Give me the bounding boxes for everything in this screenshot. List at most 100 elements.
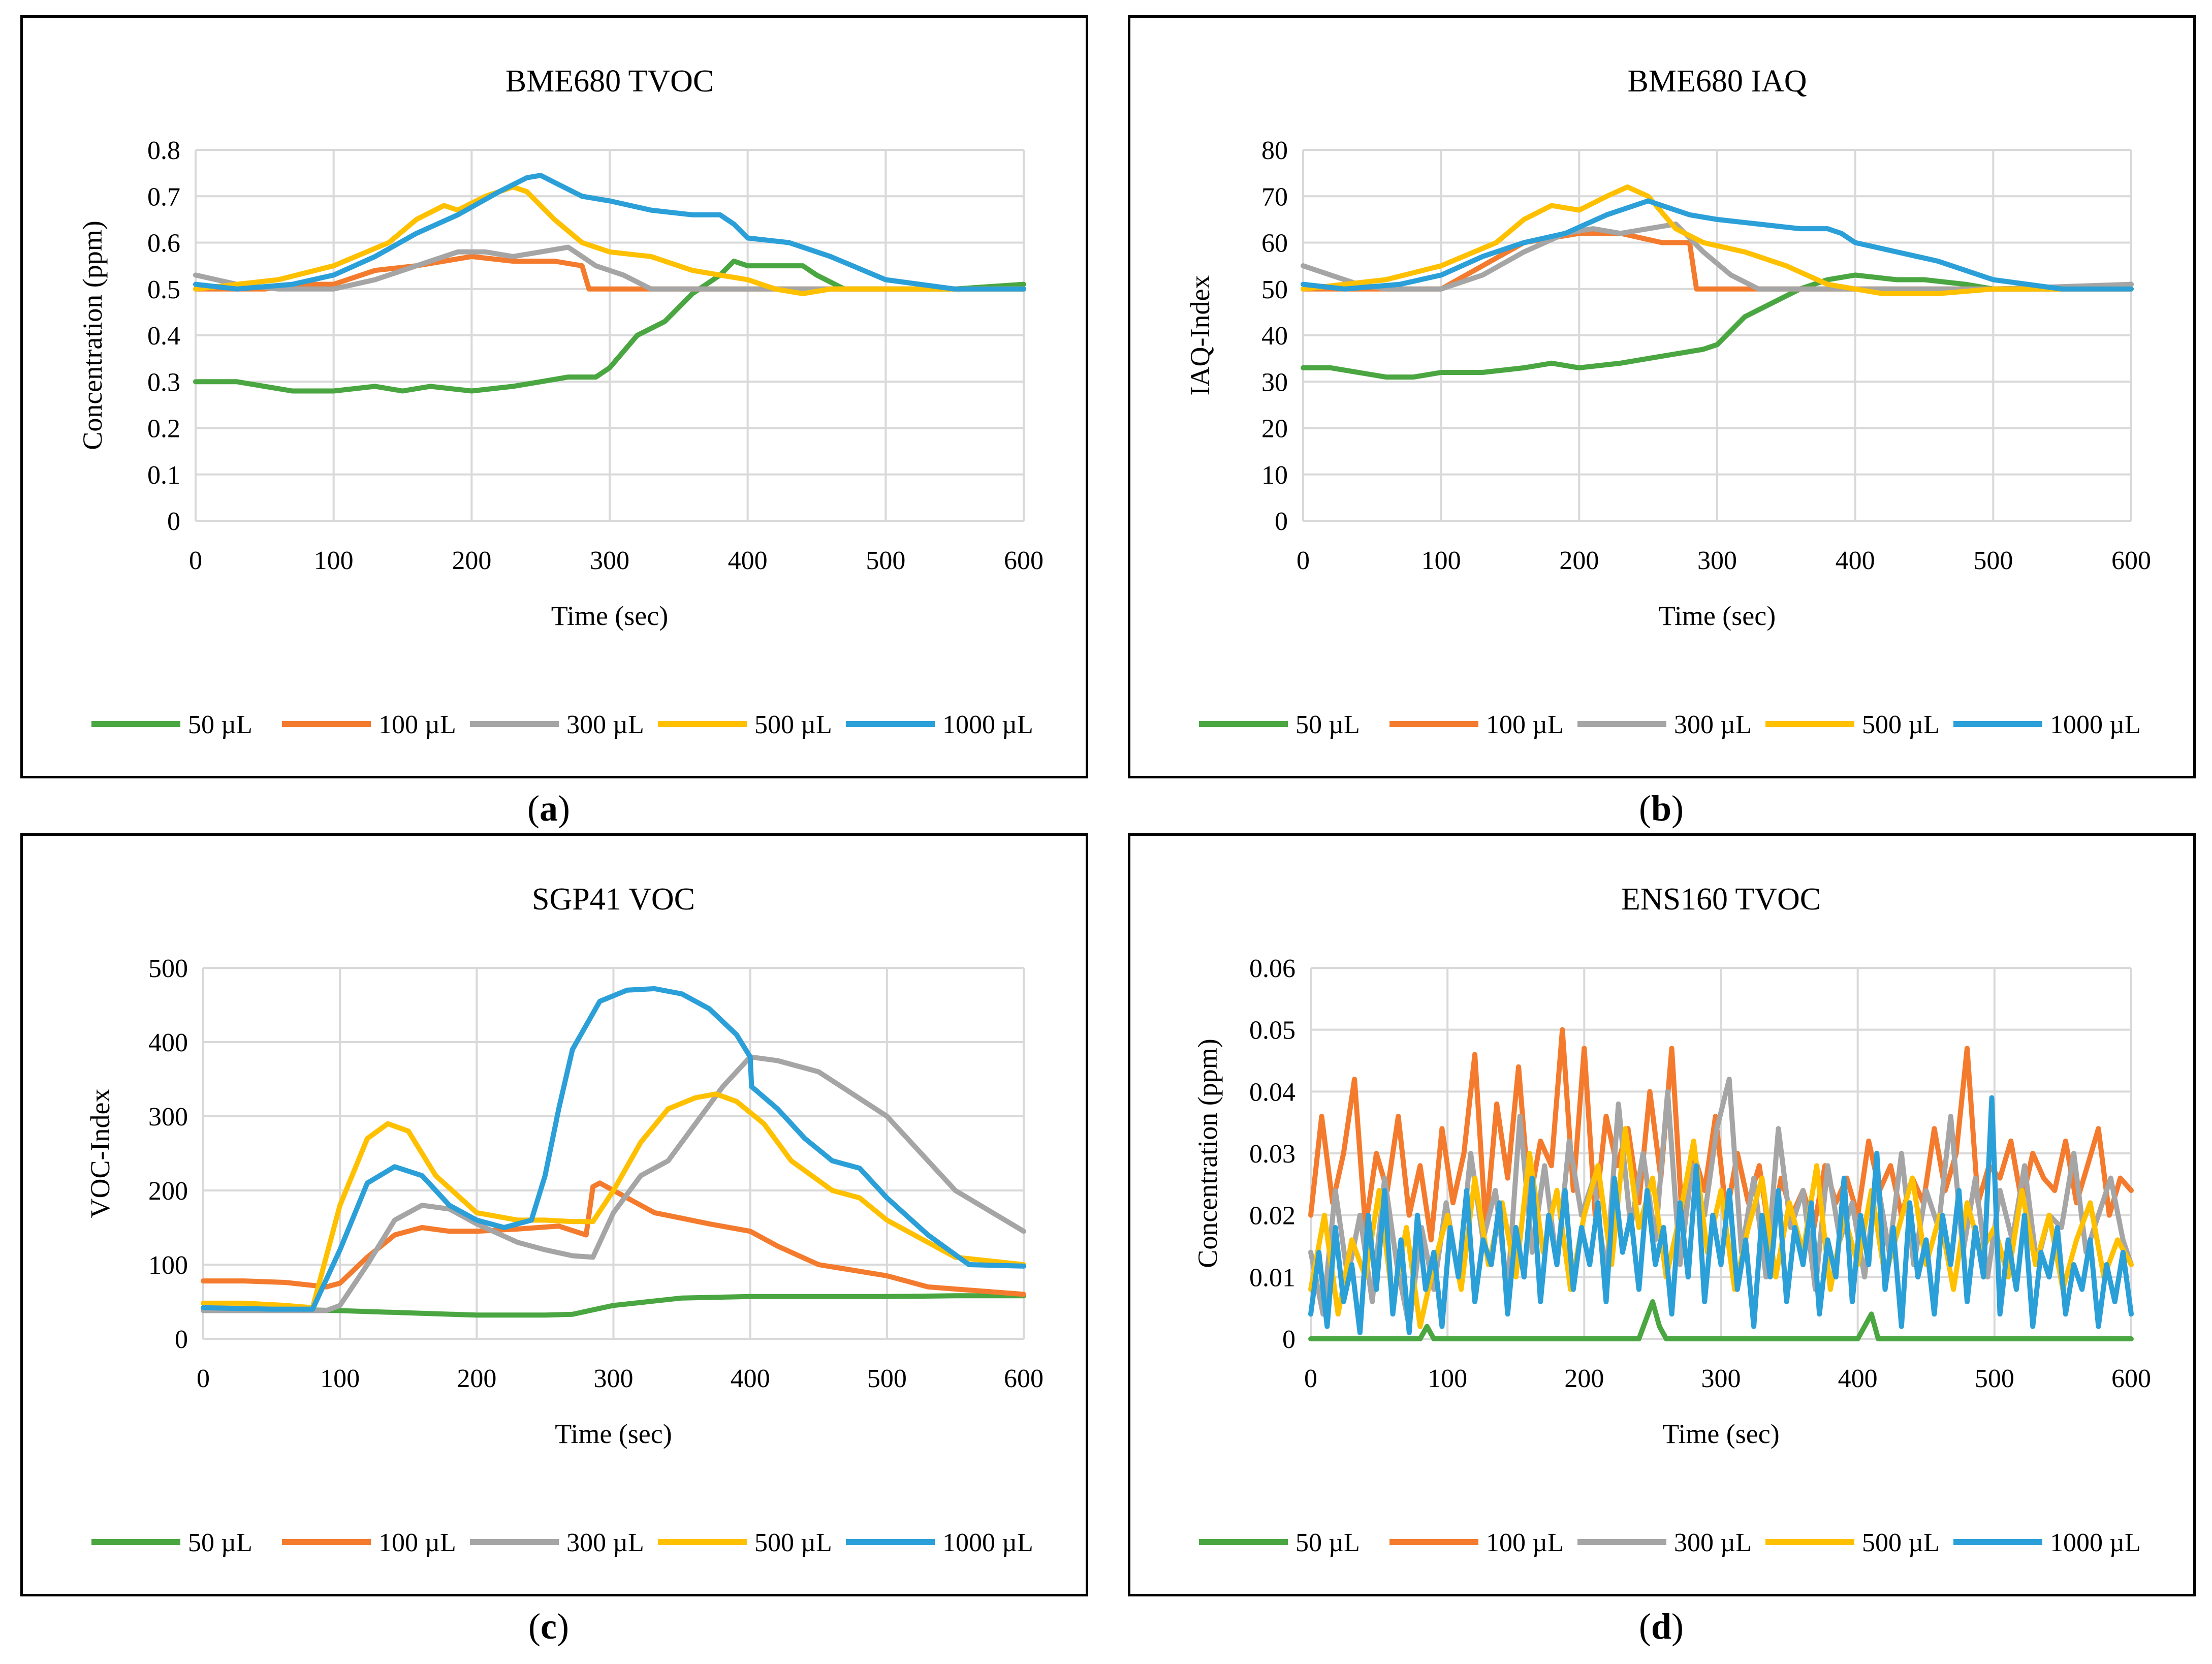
- series-line-3: [1301, 184, 2134, 296]
- y-tick-label: 0.04: [1249, 1078, 1295, 1107]
- legend-label: 300 µL: [1674, 1528, 1752, 1557]
- y-tick-label: 0.1: [147, 461, 180, 490]
- legend-label: 100 µL: [1486, 710, 1564, 739]
- x-tick-label: 300: [1701, 1364, 1741, 1393]
- series-line-4: [193, 173, 1026, 292]
- series-line-4: [1301, 198, 2134, 292]
- caption-b: (b): [1638, 788, 1684, 829]
- x-tick-label: 100: [314, 546, 354, 575]
- x-tick-label: 500: [866, 546, 905, 575]
- x-tick-label: 600: [2111, 546, 2151, 575]
- y-tick-label: 0: [1282, 1325, 1295, 1354]
- legend-label: 100 µL: [378, 710, 456, 739]
- x-tick-label: 0: [1304, 1364, 1317, 1393]
- y-tick-label: 0.4: [147, 322, 180, 351]
- y-tick-label: 100: [148, 1251, 188, 1280]
- y-tick-label: 50: [1261, 275, 1288, 304]
- legend-label: 300 µL: [1674, 710, 1752, 739]
- chart-panel-c: SGP41 VOC 0 100 200 300 400 500 0 100 200 300 400 50…: [20, 833, 1088, 1596]
- x-tick-label: 500: [1975, 1364, 2014, 1393]
- x-tick-label: 300: [590, 546, 629, 575]
- y-tick-label: 0: [175, 1325, 188, 1354]
- x-axis-label: Time (sec): [1662, 1419, 1779, 1449]
- legend-label: 1000 µL: [942, 710, 1033, 739]
- y-tick-label: 0.8: [147, 136, 180, 165]
- y-tick-label: 200: [148, 1177, 188, 1206]
- y-axis-label: IAQ-Index: [1185, 275, 1215, 396]
- y-tick-label: 10: [1261, 461, 1288, 490]
- chart-svg-d: ENS160 TVOC 0 0.01 0.02 0.03 0.04 0.05 0.06 0 100…: [1192, 882, 2151, 1557]
- x-axis-label: Time (sec): [1659, 601, 1776, 631]
- y-tick-label: 0.02: [1249, 1202, 1295, 1231]
- legend-label: 100 µL: [378, 1528, 456, 1557]
- series-line-0: [201, 1293, 1026, 1318]
- chart-svg-c: SGP41 VOC 0 100 200 300 400 500 0 100 200 300 400 50…: [85, 882, 1044, 1557]
- x-tick-label: 100: [1428, 1364, 1467, 1393]
- chart-panel-d: ENS160 TVOC 0 0.01 0.02 0.03 0.04 0.05 0.06 0 100…: [1128, 833, 2196, 1596]
- y-tick-label: 0: [167, 507, 180, 536]
- series-line-3: [201, 1091, 1026, 1310]
- caption-letter-b: b: [1651, 788, 1672, 829]
- y-tick-label: 0.2: [147, 415, 180, 444]
- x-tick-label: 600: [1004, 1364, 1044, 1393]
- y-tick-label: 0.5: [147, 275, 180, 304]
- legend-label: 500 µL: [1862, 1528, 1940, 1557]
- caption-letter-d: d: [1651, 1606, 1672, 1647]
- chart-title: BME680 TVOC: [505, 64, 714, 99]
- chart-panel-a: BME680 TVOC 0 0.1 0.2 0.3 0.4 0.5 0.6 0.7 0.8 0 100…: [20, 15, 1088, 778]
- legend-label: 300 µL: [566, 1528, 644, 1557]
- y-tick-label: 70: [1261, 182, 1288, 211]
- x-tick-label: 0: [197, 1364, 210, 1393]
- chart-svg-b: BME680 IAQ 0 10 20 30 40 50 60 70 80 0 100 200 300 400…: [1185, 64, 2151, 739]
- y-tick-label: 40: [1261, 322, 1288, 351]
- x-tick-label: 100: [320, 1364, 360, 1393]
- legend-label: 500 µL: [1862, 710, 1940, 739]
- series-line-4: [1308, 1095, 2134, 1335]
- y-tick-label: 300: [148, 1103, 188, 1132]
- caption-a: (a): [527, 788, 570, 829]
- series-line-0: [1308, 1299, 2134, 1341]
- legend-label: 1000 µL: [2050, 1528, 2141, 1557]
- x-tick-label: 0: [1297, 546, 1310, 575]
- y-tick-label: 60: [1261, 229, 1288, 258]
- y-tick-label: 20: [1261, 415, 1288, 444]
- y-tick-label: 400: [148, 1028, 188, 1057]
- y-tick-label: 0: [1275, 507, 1288, 536]
- y-axis-label: VOC-Index: [85, 1089, 115, 1218]
- y-tick-label: 80: [1261, 136, 1288, 165]
- y-axis-label: Concentration (ppm): [1192, 1039, 1223, 1268]
- x-tick-label: 0: [189, 546, 202, 575]
- legend-label: 500 µL: [754, 1528, 832, 1557]
- series-line-2: [201, 1054, 1026, 1313]
- x-tick-label: 400: [728, 546, 768, 575]
- y-tick-label: 0.01: [1249, 1263, 1295, 1292]
- x-tick-label: 200: [1559, 546, 1599, 575]
- legend-label: 100 µL: [1486, 1528, 1564, 1557]
- x-tick-label: 200: [457, 1364, 496, 1393]
- caption-d: (d): [1638, 1606, 1684, 1647]
- chart-svg-a: BME680 TVOC 0 0.1 0.2 0.3 0.4 0.5 0.6 0.7 0.8 0 100…: [77, 64, 1044, 739]
- y-axis-label: Concentration (ppm): [77, 221, 108, 450]
- chart-title: BME680 IAQ: [1627, 64, 1807, 99]
- series-line-0: [1301, 272, 2134, 380]
- y-tick-label: 0.03: [1249, 1140, 1295, 1169]
- x-tick-label: 200: [1564, 1364, 1604, 1393]
- x-tick-label: 300: [594, 1364, 634, 1393]
- series-line-1: [201, 1180, 1026, 1297]
- y-tick-label: 0.3: [147, 368, 180, 397]
- caption-letter-c: c: [541, 1606, 557, 1647]
- caption-letter-a: a: [540, 788, 558, 829]
- x-tick-label: 100: [1421, 546, 1461, 575]
- legend-label: 50 µL: [1295, 710, 1360, 739]
- legend-label: 300 µL: [566, 710, 644, 739]
- x-axis-label: Time (sec): [555, 1419, 672, 1449]
- y-tick-label: 0.06: [1249, 954, 1295, 983]
- series-line-0: [193, 259, 1026, 394]
- series-line-3: [193, 184, 1026, 296]
- legend-label: 500 µL: [754, 710, 832, 739]
- series-line-2: [193, 244, 1026, 292]
- y-tick-label: 500: [148, 954, 188, 983]
- legend-label: 50 µL: [188, 1528, 252, 1557]
- y-tick-label: 30: [1261, 368, 1288, 397]
- legend-label: 1000 µL: [2050, 710, 2141, 739]
